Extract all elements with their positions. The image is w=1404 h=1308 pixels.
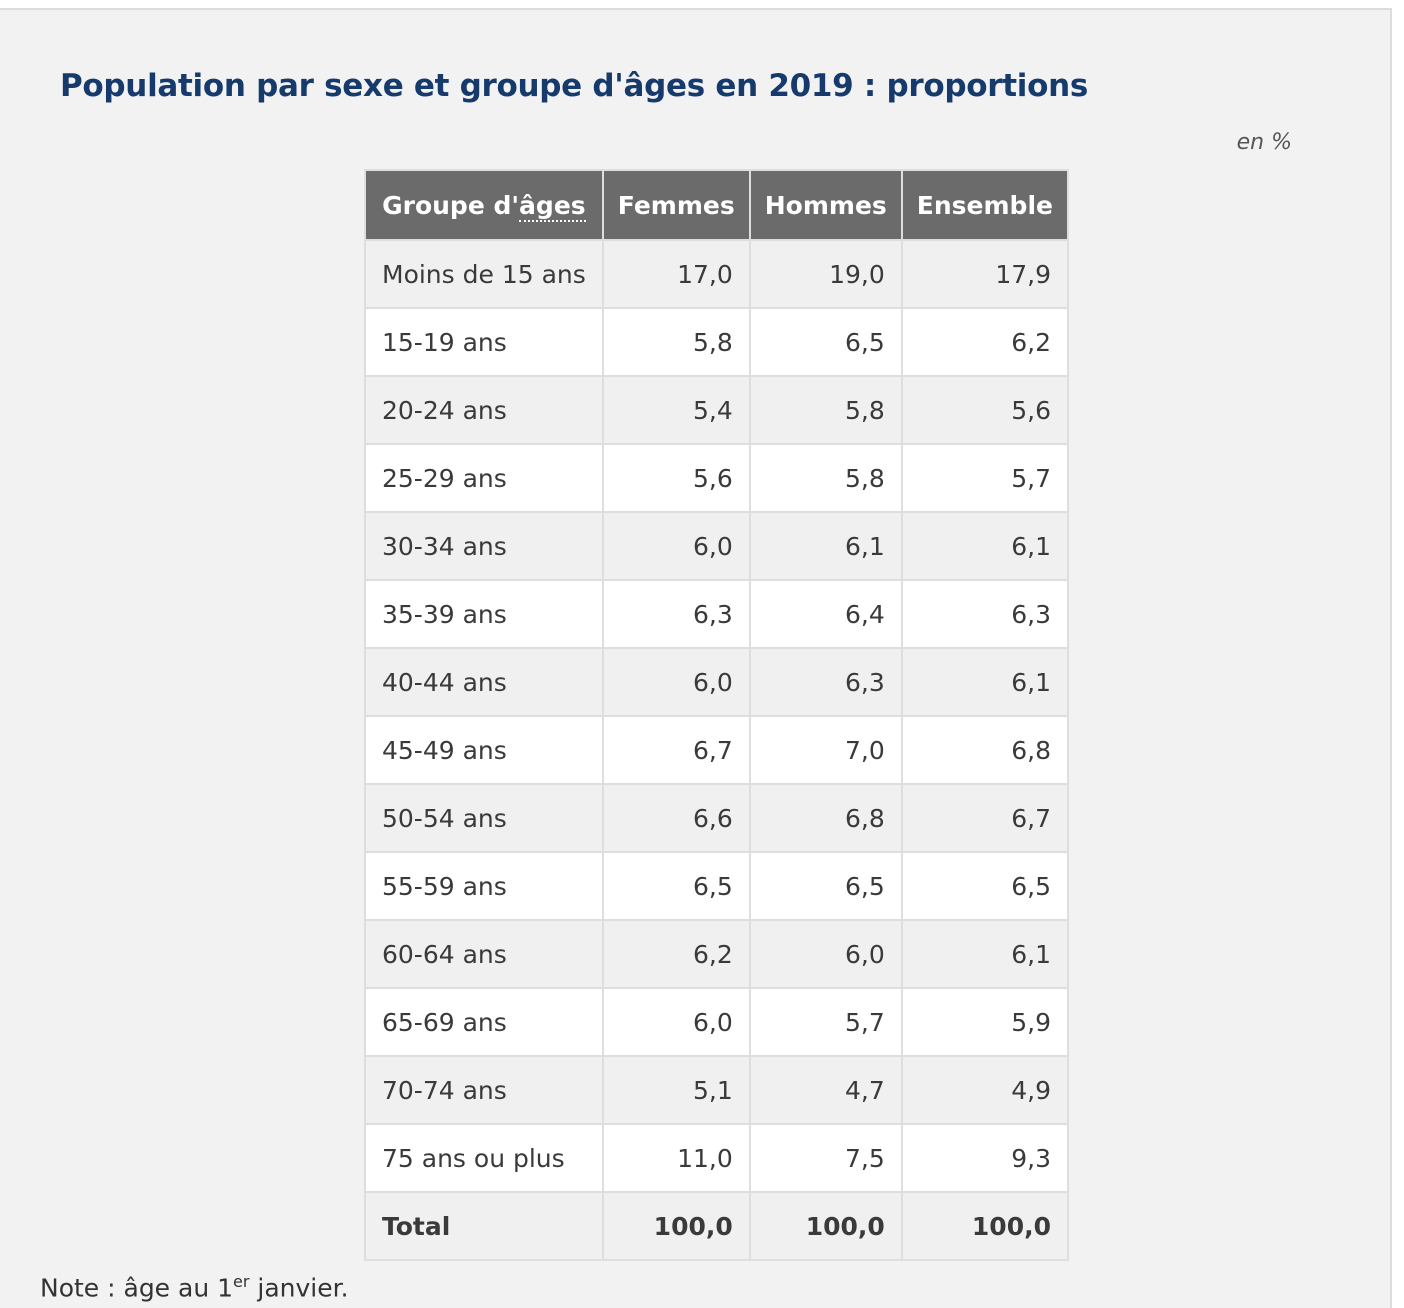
table-title: Population par sexe et groupe d'âges en … (60, 68, 1089, 104)
cell-hommes: 7,0 (748, 715, 903, 785)
cell-ensemble: 4,9 (900, 1055, 1069, 1125)
cell-femmes: 5,4 (601, 375, 751, 445)
table-row: 50-54 ans 6,6 6,8 6,7 (364, 783, 1069, 853)
row-label: 30-34 ans (364, 511, 604, 581)
table-row: 20-24 ans 5,4 5,8 5,6 (364, 375, 1069, 445)
cell-femmes: 5,8 (601, 307, 751, 377)
population-table: Groupe d'âges Femmes Hommes Ensemble Moi… (364, 169, 1069, 1261)
cell-hommes: 6,5 (748, 851, 903, 921)
unit-label: en % (1236, 130, 1292, 155)
row-label: 40-44 ans (364, 647, 604, 717)
cell-hommes: 100,0 (748, 1191, 903, 1261)
header-row: Groupe d'âges Femmes Hommes Ensemble (364, 169, 1069, 241)
table-row: 70-74 ans 5,1 4,7 4,9 (364, 1055, 1069, 1125)
row-label: 25-29 ans (364, 443, 604, 513)
cell-femmes: 6,0 (601, 511, 751, 581)
row-label: 65-69 ans (364, 987, 604, 1057)
cell-femmes: 6,7 (601, 715, 751, 785)
header-femmes: Femmes (601, 169, 751, 241)
table-row: 25-29 ans 5,6 5,8 5,7 (364, 443, 1069, 513)
cell-femmes: 6,0 (601, 987, 751, 1057)
row-label: 70-74 ans (364, 1055, 604, 1125)
table-row: 75 ans ou plus 11,0 7,5 9,3 (364, 1123, 1069, 1193)
cell-ensemble: 17,9 (900, 239, 1069, 309)
cell-hommes: 6,8 (748, 783, 903, 853)
table-row: 60-64 ans 6,2 6,0 6,1 (364, 919, 1069, 989)
cell-ensemble: 5,7 (900, 443, 1069, 513)
row-label: Moins de 15 ans (364, 239, 604, 309)
table-row: 15-19 ans 5,8 6,5 6,2 (364, 307, 1069, 377)
cell-femmes: 6,2 (601, 919, 751, 989)
cell-hommes: 4,7 (748, 1055, 903, 1125)
cell-hommes: 6,5 (748, 307, 903, 377)
cell-ensemble: 100,0 (900, 1191, 1069, 1261)
cell-ensemble: 5,9 (900, 987, 1069, 1057)
cell-femmes: 17,0 (601, 239, 751, 309)
header-age-group-prefix: Groupe d' (382, 190, 520, 220)
cell-ensemble: 5,6 (900, 375, 1069, 445)
footnote-prefix: Note : âge au 1 (40, 1273, 234, 1303)
row-label: 45-49 ans (364, 715, 604, 785)
cell-hommes: 6,1 (748, 511, 903, 581)
footnote-suffix: janvier. (249, 1273, 349, 1303)
row-label: 55-59 ans (364, 851, 604, 921)
cell-hommes: 5,7 (748, 987, 903, 1057)
cell-femmes: 6,5 (601, 851, 751, 921)
cell-ensemble: 6,1 (900, 511, 1069, 581)
cell-ensemble: 6,1 (900, 647, 1069, 717)
header-age-group: Groupe d'âges (364, 169, 604, 241)
table-row: 55-59 ans 6,5 6,5 6,5 (364, 851, 1069, 921)
row-label: 60-64 ans (364, 919, 604, 989)
cell-ensemble: 6,2 (900, 307, 1069, 377)
header-ensemble: Ensemble (900, 169, 1069, 241)
row-label: 50-54 ans (364, 783, 604, 853)
table-row: 45-49 ans 6,7 7,0 6,8 (364, 715, 1069, 785)
row-label: 75 ans ou plus (364, 1123, 604, 1193)
cell-ensemble: 9,3 (900, 1123, 1069, 1193)
table-row: 40-44 ans 6,0 6,3 6,1 (364, 647, 1069, 717)
table-row: Moins de 15 ans 17,0 19,0 17,9 (364, 239, 1069, 309)
cell-hommes: 6,4 (748, 579, 903, 649)
cell-ensemble: 6,3 (900, 579, 1069, 649)
cell-femmes: 6,6 (601, 783, 751, 853)
table-row: 30-34 ans 6,0 6,1 6,1 (364, 511, 1069, 581)
header-age-abbr[interactable]: âges (519, 190, 586, 222)
cell-hommes: 6,0 (748, 919, 903, 989)
cell-hommes: 5,8 (748, 443, 903, 513)
row-label: 15-19 ans (364, 307, 604, 377)
cell-femmes: 6,0 (601, 647, 751, 717)
cell-hommes: 5,8 (748, 375, 903, 445)
cell-ensemble: 6,7 (900, 783, 1069, 853)
row-label: 35-39 ans (364, 579, 604, 649)
cell-femmes: 5,1 (601, 1055, 751, 1125)
cell-hommes: 6,3 (748, 647, 903, 717)
cell-ensemble: 6,8 (900, 715, 1069, 785)
cell-hommes: 7,5 (748, 1123, 903, 1193)
footnote: Note : âge au 1er janvier. (40, 1272, 349, 1302)
total-row: Total 100,0 100,0 100,0 (364, 1191, 1069, 1261)
footnote-sup: er (233, 1272, 250, 1291)
cell-hommes: 19,0 (748, 239, 903, 309)
cell-femmes: 6,3 (601, 579, 751, 649)
cell-femmes: 11,0 (601, 1123, 751, 1193)
cell-femmes: 5,6 (601, 443, 751, 513)
table-row: 65-69 ans 6,0 5,7 5,9 (364, 987, 1069, 1057)
cell-ensemble: 6,5 (900, 851, 1069, 921)
header-hommes: Hommes (748, 169, 903, 241)
cell-ensemble: 6,1 (900, 919, 1069, 989)
row-label: Total (364, 1191, 604, 1261)
cell-femmes: 100,0 (601, 1191, 751, 1261)
table-row: 35-39 ans 6,3 6,4 6,3 (364, 579, 1069, 649)
row-label: 20-24 ans (364, 375, 604, 445)
